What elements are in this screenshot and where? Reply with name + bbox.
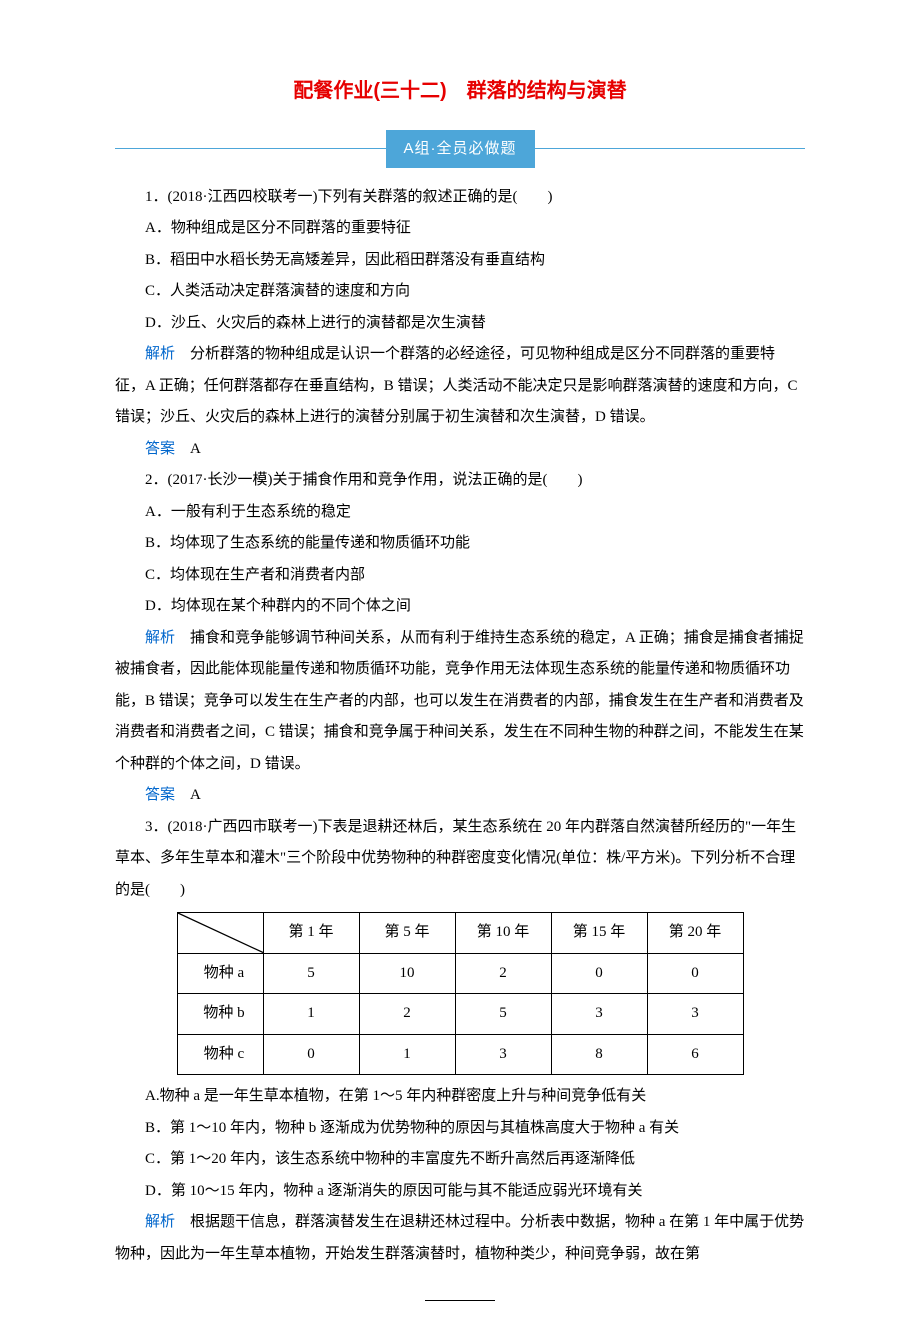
- q1-stem: 1．(2018·江西四校联考一)下列有关群落的叙述正确的是( ): [115, 182, 805, 214]
- table-cell: 6: [647, 1034, 743, 1075]
- footer-divider: [425, 1300, 495, 1301]
- explanation-label: 解析: [145, 1214, 175, 1230]
- table-cell: 2: [359, 994, 455, 1035]
- explanation-label: 解析: [145, 346, 175, 362]
- diagonal-line-icon: [178, 913, 263, 953]
- q2-explanation: 解析 捕食和竞争能够调节种间关系，从而有利于维持生态系统的稳定，A 正确；捕食是…: [115, 623, 805, 781]
- q2-option-c: C．均体现在生产者和消费者内部: [115, 560, 805, 592]
- table-cell: 3: [455, 1034, 551, 1075]
- q2-stem: 2．(2017·长沙一模)关于捕食作用和竞争作用，说法正确的是( ): [115, 465, 805, 497]
- table-row: 物种 c 0 1 3 8 6: [177, 1034, 743, 1075]
- banner-label: A组·全员必做题: [386, 130, 535, 168]
- q3-data-table: 第 1 年 第 5 年 第 10 年 第 15 年 第 20 年 物种 a 5 …: [177, 912, 744, 1075]
- table-cell: 3: [647, 994, 743, 1035]
- table-row: 物种 a 5 10 2 0 0: [177, 953, 743, 994]
- table-cell: 0: [263, 1034, 359, 1075]
- table-cell: 0: [551, 953, 647, 994]
- row-label: 物种 a: [177, 953, 263, 994]
- table-cell: 1: [263, 994, 359, 1035]
- table-row: 物种 b 1 2 5 3 3: [177, 994, 743, 1035]
- table-cell: 0: [647, 953, 743, 994]
- q3-stem: 3．(2018·广西四市联考一)下表是退耕还林后，某生态系统在 20 年内群落自…: [115, 812, 805, 907]
- table-cell: 10: [359, 953, 455, 994]
- q3-explanation-text: 根据题干信息，群落演替发生在退耕还林过程中。分析表中数据，物种 a 在第 1 年…: [115, 1214, 804, 1262]
- table-corner-cell: [177, 913, 263, 954]
- table-cell: 1: [359, 1034, 455, 1075]
- banner-line-left: [115, 148, 386, 149]
- q2-answer-text: A: [175, 787, 201, 803]
- table-header-row: 第 1 年 第 5 年 第 10 年 第 15 年 第 20 年: [177, 913, 743, 954]
- row-label: 物种 b: [177, 994, 263, 1035]
- q1-option-c: C．人类活动决定群落演替的速度和方向: [115, 276, 805, 308]
- table-cell: 8: [551, 1034, 647, 1075]
- q3-explanation: 解析 根据题干信息，群落演替发生在退耕还林过程中。分析表中数据，物种 a 在第 …: [115, 1207, 805, 1270]
- answer-label: 答案: [145, 787, 175, 803]
- table-header: 第 20 年: [647, 913, 743, 954]
- q1-explanation: 解析 分析群落的物种组成是认识一个群落的必经途径，可见物种组成是区分不同群落的重…: [115, 339, 805, 434]
- table-header: 第 10 年: [455, 913, 551, 954]
- banner-line-right: [535, 148, 806, 149]
- q2-option-b: B．均体现了生态系统的能量传递和物质循环功能: [115, 528, 805, 560]
- q1-option-a: A．物种组成是区分不同群落的重要特征: [115, 213, 805, 245]
- explanation-label: 解析: [145, 630, 175, 646]
- table-header: 第 15 年: [551, 913, 647, 954]
- row-label: 物种 c: [177, 1034, 263, 1075]
- q2-option-a: A．一般有利于生态系统的稳定: [115, 497, 805, 529]
- q1-option-d: D．沙丘、火灾后的森林上进行的演替都是次生演替: [115, 308, 805, 340]
- q2-option-d: D．均体现在某个种群内的不同个体之间: [115, 591, 805, 623]
- page-title: 配餐作业(三十二) 群落的结构与演替: [115, 70, 805, 112]
- q3-option-c: C．第 1～20 年内，该生态系统中物种的丰富度先不断升高然后再逐渐降低: [115, 1144, 805, 1176]
- q3-option-d: D．第 10～15 年内，物种 a 逐渐消失的原因可能与其不能适应弱光环境有关: [115, 1176, 805, 1208]
- q1-option-b: B．稻田中水稻长势无高矮差异，因此稻田群落没有垂直结构: [115, 245, 805, 277]
- q1-explanation-text: 分析群落的物种组成是认识一个群落的必经途径，可见物种组成是区分不同群落的重要特征…: [115, 346, 798, 425]
- table-header: 第 5 年: [359, 913, 455, 954]
- section-banner: A组·全员必做题: [115, 130, 805, 168]
- q2-explanation-text: 捕食和竞争能够调节种间关系，从而有利于维持生态系统的稳定，A 正确；捕食是捕食者…: [115, 630, 804, 772]
- answer-label: 答案: [145, 441, 175, 457]
- q3-option-b: B．第 1～10 年内，物种 b 逐渐成为优势物种的原因与其植株高度大于物种 a…: [115, 1113, 805, 1145]
- q1-answer: 答案 A: [115, 434, 805, 466]
- table-cell: 5: [455, 994, 551, 1035]
- q2-answer: 答案 A: [115, 780, 805, 812]
- table-cell: 5: [263, 953, 359, 994]
- q3-option-a: A.物种 a 是一年生草本植物，在第 1～5 年内种群密度上升与种间竞争低有关: [115, 1081, 805, 1113]
- table-cell: 2: [455, 953, 551, 994]
- table-cell: 3: [551, 994, 647, 1035]
- q1-answer-text: A: [175, 441, 201, 457]
- table-header: 第 1 年: [263, 913, 359, 954]
